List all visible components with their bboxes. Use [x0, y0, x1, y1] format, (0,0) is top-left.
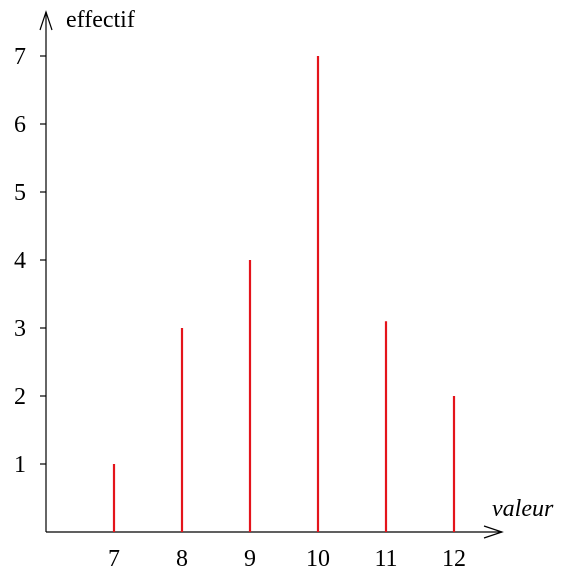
- y-tick-label: 3: [14, 316, 26, 342]
- x-tick-label: 12: [442, 546, 466, 572]
- x-tick-label: 8: [176, 546, 188, 572]
- y-tick-labels: 1 2 3 4 5 6 7: [14, 44, 26, 478]
- y-tick-label: 1: [14, 452, 26, 478]
- stems: [112, 56, 456, 532]
- axes: [39, 10, 504, 539]
- x-tick-label: 10: [306, 546, 330, 572]
- y-axis-arrow: [39, 10, 53, 31]
- y-tick-label: 7: [14, 44, 26, 70]
- x-tick-label: 7: [108, 546, 120, 572]
- y-tick-label: 2: [14, 384, 26, 410]
- y-tick-label: 4: [14, 248, 26, 274]
- y-tick-label: 5: [14, 180, 26, 206]
- x-axis-title: valeur: [492, 496, 554, 522]
- y-tick-label: 6: [14, 112, 26, 138]
- x-tick-labels: 7 8 9 10 11 12: [108, 546, 466, 572]
- x-tick-label: 11: [374, 546, 397, 572]
- y-axis-title: effectif: [66, 7, 135, 33]
- x-tick-label: 9: [244, 546, 256, 572]
- x-axis-arrow: [483, 525, 504, 539]
